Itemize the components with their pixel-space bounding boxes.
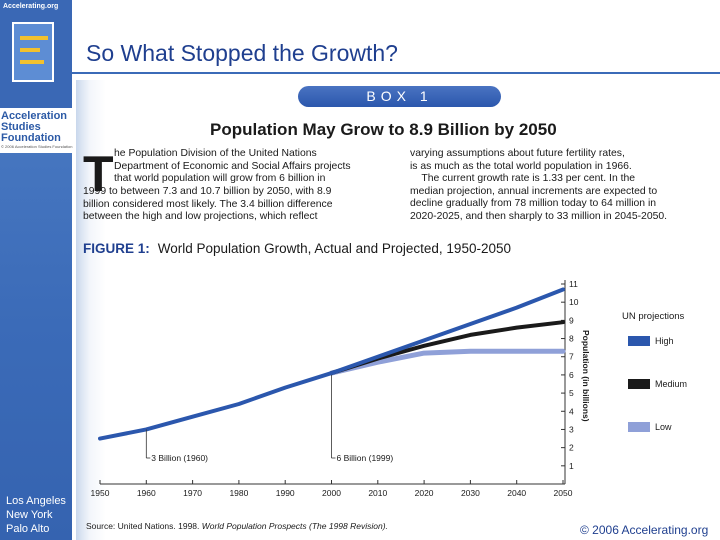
x-tick-label: 2040 — [507, 488, 526, 498]
city-list: Los Angeles New York Palo Alto — [6, 494, 66, 536]
figure-label: FIGURE 1: — [83, 241, 150, 256]
y-tick-label: 8 — [569, 334, 574, 344]
figure-title: World Population Growth, Actual and Proj… — [157, 241, 511, 256]
source-title: World Population Prospects (The 1998 Rev… — [201, 521, 388, 531]
annotation-label: 6 Billion (1999) — [337, 453, 394, 463]
x-tick-label: 1990 — [276, 488, 295, 498]
slide-title: So What Stopped the Growth? — [86, 40, 398, 66]
body-text-right: varying assumptions about future fertili… — [410, 148, 668, 222]
figure-heading: FIGURE 1: World Population Growth, Actual… — [83, 241, 511, 256]
logo-line: Foundation — [1, 132, 61, 144]
city-item: Los Angeles — [6, 495, 66, 507]
body-text-left-bottom: 1999 to between 7.3 and 10.7 billion by … — [83, 186, 333, 223]
x-tick-label: 1980 — [229, 488, 248, 498]
logo-copyright: © 2006 Acceleration Studies Foundation — [1, 144, 73, 149]
city-item: New York — [6, 509, 53, 521]
legend-swatch-low — [628, 422, 650, 432]
legend-swatch-medium — [628, 379, 650, 389]
logo-line: Studies — [1, 121, 41, 133]
legend-title: UN projections — [622, 311, 685, 322]
logo-name: Acceleration Studies Foundation © 2006 A… — [0, 108, 74, 153]
copyright: © 2006 Accelerating.org — [580, 523, 709, 537]
logo: Accelerating.org — [0, 0, 72, 108]
x-tick-label: 2050 — [554, 488, 573, 498]
y-tick-label: 7 — [569, 352, 574, 362]
y-tick-label: 1 — [569, 461, 574, 471]
x-tick-label: 2030 — [461, 488, 480, 498]
logo-emblem-icon — [12, 22, 54, 82]
drop-cap: T — [83, 146, 114, 202]
legend-label: Medium — [655, 379, 687, 389]
city-item: Palo Alto — [6, 523, 50, 535]
y-axis-label: Population (in billions) — [581, 330, 591, 422]
x-tick-label: 1960 — [137, 488, 156, 498]
y-tick-label: 2 — [569, 443, 574, 453]
source-note: Source: United Nations. 1998. World Popu… — [86, 521, 388, 531]
box-heading: Population May Grow to 8.9 Billion by 20… — [210, 120, 557, 139]
y-tick-label: 4 — [569, 406, 574, 416]
legend-label: Low — [655, 422, 672, 432]
title-divider — [72, 72, 720, 74]
logo-line: Acceleration — [1, 110, 68, 122]
figure-panel — [76, 80, 716, 540]
logo-url: Accelerating.org — [3, 3, 59, 10]
x-tick-label: 1970 — [183, 488, 202, 498]
source-prefix: Source: United Nations. 1998. — [86, 521, 202, 531]
y-tick-label: 10 — [569, 297, 579, 307]
series-line-high — [98, 287, 565, 441]
legend-swatch-high — [628, 336, 650, 346]
box-label: BOX 1 — [298, 86, 501, 107]
x-tick-label: 2020 — [415, 488, 434, 498]
y-tick-label: 6 — [569, 370, 574, 380]
x-tick-label: 2000 — [322, 488, 341, 498]
y-tick-label: 3 — [569, 424, 574, 434]
series-line-low — [329, 348, 566, 376]
x-tick-label: 1950 — [91, 488, 110, 498]
x-tick-label: 2010 — [368, 488, 387, 498]
annotation-label: 3 Billion (1960) — [151, 453, 208, 463]
y-tick-label: 11 — [569, 279, 578, 289]
y-tick-label: 9 — [569, 315, 574, 325]
y-tick-label: 5 — [569, 388, 574, 398]
body-text-left-top: he Population Division of the United Nat… — [114, 148, 351, 185]
legend-label: High — [655, 336, 674, 346]
sidebar: Accelerating.org Acceleration Studies Fo… — [0, 0, 74, 540]
